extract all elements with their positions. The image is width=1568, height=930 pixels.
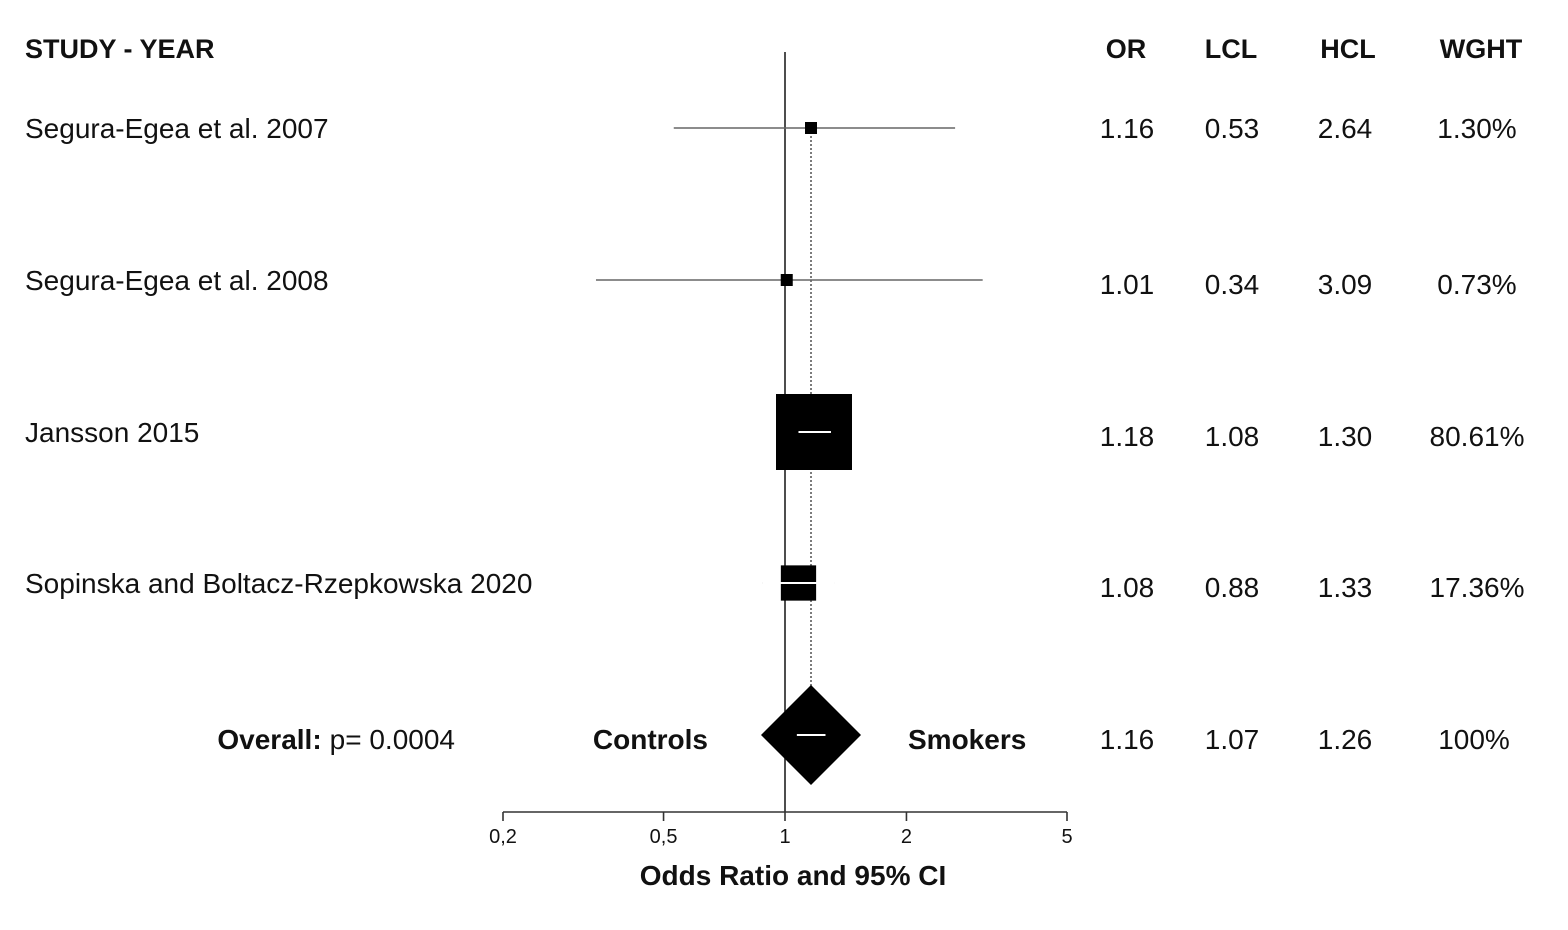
study-hcl: 1.33: [1318, 572, 1373, 603]
x-tick-label: 5: [1061, 826, 1072, 848]
header-lcl: LCL: [1205, 34, 1257, 64]
study-weight: 0.73%: [1437, 269, 1516, 300]
study-lcl: 1.08: [1205, 421, 1260, 452]
overall-p-value: p= 0.0004: [330, 724, 455, 755]
study-weight: 17.36%: [1430, 572, 1525, 603]
overall-label: Overall:: [217, 724, 321, 755]
x-ticks: 0,2 0,5 1 2 5: [489, 812, 1073, 848]
smokers-label: Smokers: [908, 724, 1026, 755]
study-or: 1.18: [1100, 421, 1155, 452]
overall-hcl: 1.26: [1318, 724, 1373, 755]
controls-label: Controls: [593, 724, 708, 755]
study-name: Sopinska and Boltacz-Rzepkowska 2020: [25, 568, 532, 599]
study-or: 1.01: [1100, 269, 1155, 300]
header-hcl: HCL: [1320, 34, 1376, 64]
overall-lcl: 1.07: [1205, 724, 1260, 755]
study-weight: 80.61%: [1430, 421, 1525, 452]
study-point-marker: [805, 122, 818, 134]
x-axis-label: Odds Ratio and 95% CI: [640, 860, 947, 891]
overall-or: 1.16: [1100, 724, 1155, 755]
study-name: Segura-Egea et al. 2008: [25, 265, 329, 296]
study-point-marker: [780, 274, 793, 286]
study-or: 1.08: [1100, 572, 1155, 603]
study-weight: 1.30%: [1437, 113, 1516, 144]
header-study: STUDY - YEAR: [25, 34, 215, 64]
study-hcl: 2.64: [1318, 113, 1373, 144]
study-name: Segura-Egea et al. 2007: [25, 113, 329, 144]
study-row: Segura-Egea et al. 2007 1.16 0.53 2.64 1.30%: [25, 113, 1517, 144]
overall-row: Overall: p= 0.0004 Controls Smokers 1.16 …: [217, 685, 1510, 785]
study-hcl: 1.30: [1318, 421, 1373, 452]
study-lcl: 0.88: [1205, 572, 1260, 603]
study-hcl: 3.09: [1318, 269, 1373, 300]
x-tick-label: 1: [779, 826, 790, 848]
overall-weight: 100%: [1438, 724, 1510, 755]
study-rows: Segura-Egea et al. 2007 1.16 0.53 2.64 1.30%…: [25, 113, 1524, 603]
study-row: Sopinska and Boltacz-Rzepkowska 2020 1.08…: [25, 565, 1524, 603]
header-or: OR: [1106, 34, 1147, 64]
study-lcl: 0.34: [1205, 269, 1260, 300]
study-row: Jansson 2015 1.18 1.08 1.30 80.61%: [25, 394, 1524, 470]
x-tick-label: 0,5: [650, 826, 678, 848]
overall-text: Overall: p= 0.0004: [217, 724, 455, 755]
study-lcl: 0.53: [1205, 113, 1260, 144]
study-or: 1.16: [1100, 113, 1155, 144]
header-wght: WGHT: [1440, 34, 1523, 64]
x-tick-label: 2: [901, 826, 912, 848]
x-axis: 0,2 0,5 1 2 5 Odds Ratio and 95% CI: [489, 811, 1073, 891]
study-row: Segura-Egea et al. 2008 1.01 0.34 3.09 0.73%: [25, 265, 1517, 300]
study-name: Jansson 2015: [25, 417, 199, 448]
x-tick-label: 0,2: [489, 826, 517, 848]
